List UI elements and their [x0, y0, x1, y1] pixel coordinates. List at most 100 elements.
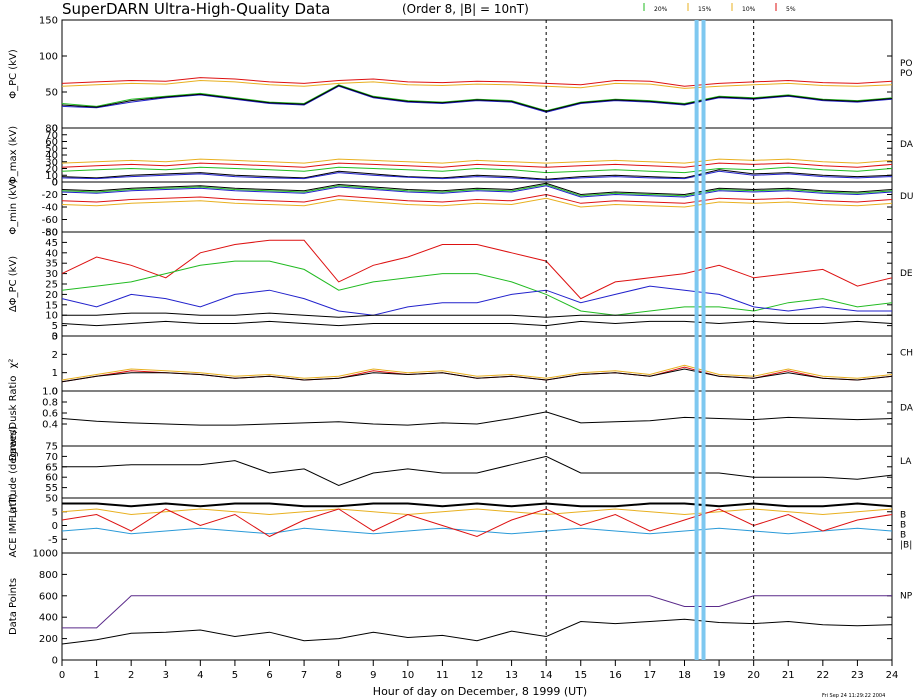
legend-label: 15% — [698, 6, 712, 13]
y-axis-label: Φ_PC (kV) — [8, 49, 19, 99]
x-tick-label: 20 — [747, 670, 760, 681]
y-tick-label: 20 — [45, 290, 58, 301]
y-tick-label: 0 — [52, 178, 58, 189]
y-tick-label: 50 — [45, 228, 58, 239]
series-line — [62, 595, 892, 629]
legend-label: 10% — [742, 6, 756, 13]
x-axis-label: Hour of day on December, 8 1999 (UT) — [373, 685, 587, 698]
x-tick-label: 9 — [370, 670, 376, 681]
right-label: CH — [900, 349, 913, 359]
x-tick-label: 2 — [128, 670, 134, 681]
y-tick-label: 50 — [45, 88, 58, 99]
panel-frame — [61, 127, 893, 183]
y-tick-label: 0 — [52, 332, 58, 343]
right-label: LA — [900, 457, 912, 467]
series-line — [61, 162, 893, 168]
panel-9: 0 200 400 600 800 1000 Data Points NP — [8, 549, 913, 667]
y-tick-label: 40 — [45, 248, 58, 259]
series-line — [61, 618, 893, 645]
y-tick-label: 45 — [45, 238, 58, 249]
y-tick-label: 0.6 — [42, 409, 58, 420]
y-tick-label: 100 — [39, 52, 58, 63]
right-label: DA — [900, 404, 914, 414]
x-tick-label: 23 — [851, 670, 864, 681]
series-line — [61, 527, 893, 535]
y-tick-label: 65 — [45, 462, 58, 473]
right-label: B — [900, 511, 906, 521]
y-tick-label: 15 — [45, 300, 58, 311]
series-line — [61, 368, 893, 383]
series-line — [61, 79, 893, 89]
y-tick-label: 150 — [39, 16, 58, 27]
y-axis-label: Latitude (degrees) — [8, 426, 19, 518]
x-tick-label: 12 — [471, 670, 484, 681]
x-tick-label: 15 — [574, 670, 587, 681]
y-tick-label: 1 — [52, 368, 58, 379]
x-axis: 0 1 2 3 4 5 6 7 8 9 10 11 12 13 14 15 16 17 18 19 20 21 22 23 24 — [59, 660, 898, 681]
series-line — [62, 312, 892, 318]
y-tick-label: -5 — [48, 535, 58, 546]
y-axis-label: Φ_max (kV) — [8, 126, 19, 184]
y-axis-label: χ² — [8, 359, 19, 369]
y-tick-label: 55 — [45, 483, 58, 494]
y-tick-label: 20 — [45, 164, 58, 175]
x-tick-label: 6 — [266, 670, 272, 681]
y-tick-label: 5 — [52, 321, 58, 332]
panel-frame — [61, 552, 893, 661]
right-label: PO — [900, 59, 913, 69]
y-tick-label: 70 — [45, 452, 58, 463]
series-line — [62, 455, 893, 487]
x-tick-label: 11 — [436, 670, 449, 681]
panel-frame — [61, 19, 893, 129]
panel-6: 0.40.60.81.0 Dawn/Dusk Ratio DA — [8, 376, 914, 462]
y-tick-label: 0 — [52, 178, 58, 189]
y-tick-label: -80 — [42, 228, 58, 239]
x-tick-label: 0 — [59, 670, 65, 681]
panel-frame — [61, 497, 893, 554]
right-label: DA — [900, 140, 914, 150]
y-axis-label: ΔΦ_PC (kV) — [8, 256, 19, 312]
y-tick-label: -20 — [42, 190, 58, 201]
series-line — [61, 158, 893, 164]
series-line — [61, 366, 893, 383]
series-line — [61, 239, 893, 300]
y-tick-label: 0 — [52, 387, 58, 398]
series-line — [61, 84, 893, 112]
y-tick-label: 10 — [45, 311, 58, 322]
legend-label: 20% — [654, 6, 668, 13]
y-axis-label: Φ_min (kV) — [8, 179, 19, 234]
series-line — [61, 170, 893, 181]
y-tick-label: 30 — [45, 157, 58, 168]
x-tick-label: 10 — [401, 670, 414, 681]
right-label: NP — [900, 592, 913, 602]
y-tick-label: 60 — [45, 473, 58, 484]
timestamp: Fri Sep 24 11:29:22 2004 — [822, 693, 885, 699]
y-tick-label: 0 — [52, 124, 58, 135]
right-label: PO — [900, 69, 913, 79]
x-tick-label: 21 — [782, 670, 795, 681]
y-tick-label: -60 — [42, 215, 58, 226]
y-tick-label: 30 — [45, 269, 58, 280]
y-tick-label: 0 — [52, 656, 58, 667]
y-tick-label: 10 — [45, 171, 58, 182]
y-axis-label: Data Points — [8, 578, 19, 635]
y-axis-label: Dawn/Dusk Ratio — [8, 376, 19, 462]
right-label: |B| — [900, 541, 912, 551]
y-tick-label: 5 — [52, 507, 58, 518]
y-tick-label: 0.8 — [42, 398, 58, 409]
x-tick-label: 18 — [678, 670, 691, 681]
y-tick-label: 0 — [52, 521, 58, 532]
y-tick-label: 75 — [45, 442, 58, 453]
series-line — [61, 320, 893, 327]
series-line — [61, 185, 893, 198]
x-tick-label: 7 — [301, 670, 307, 681]
panel-frame — [61, 231, 893, 337]
y-tick-label: 1.0 — [42, 387, 58, 398]
y-tick-label: 35 — [45, 259, 58, 270]
vertical-markers — [545, 20, 755, 660]
y-tick-label: 1000 — [33, 549, 58, 560]
series-line — [61, 285, 892, 316]
